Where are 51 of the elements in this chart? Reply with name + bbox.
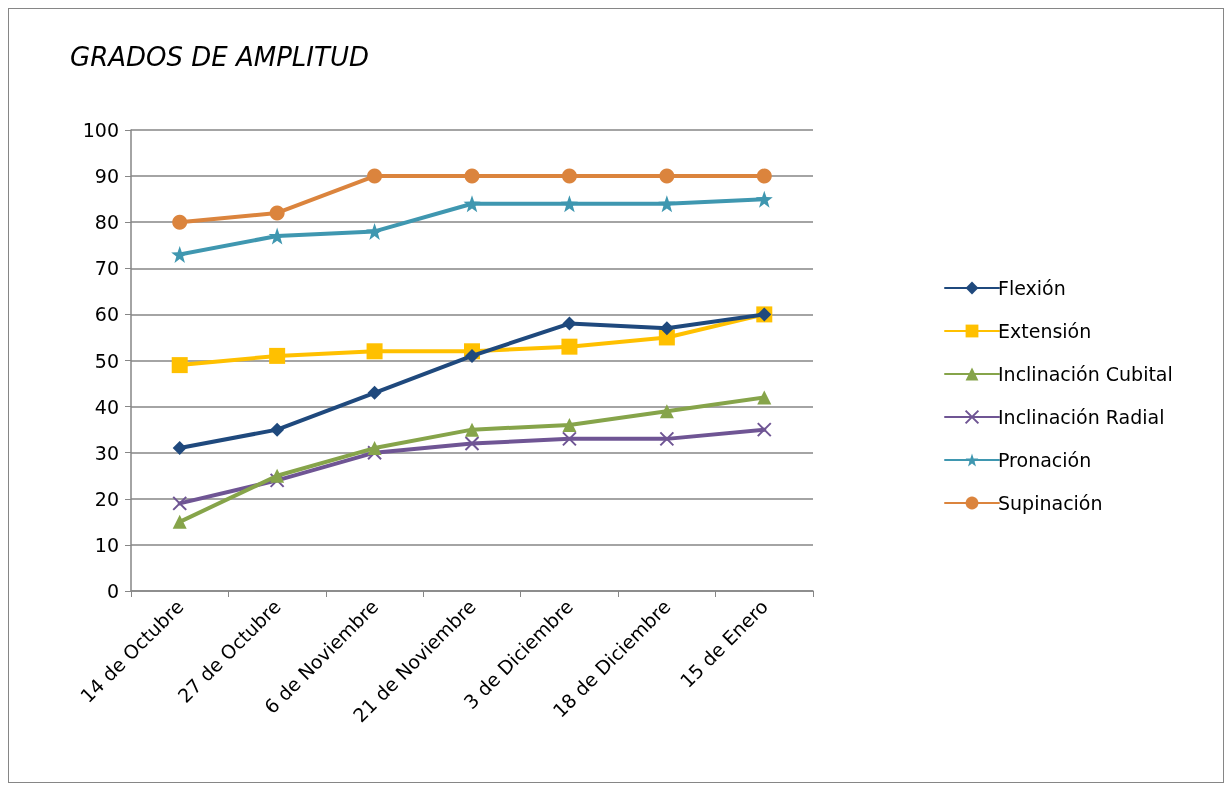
point xyxy=(172,441,187,456)
point xyxy=(659,168,675,184)
point xyxy=(465,348,479,363)
y-tick-label: 30 xyxy=(94,441,119,464)
y-tick-label: 50 xyxy=(94,349,119,372)
point xyxy=(367,168,383,184)
point xyxy=(172,495,188,511)
point xyxy=(756,422,772,438)
legend-label: Supinación xyxy=(998,492,1103,514)
chart-title: GRADOS DE AMPLITUD xyxy=(70,42,369,72)
point xyxy=(269,205,285,221)
point xyxy=(269,347,286,364)
point xyxy=(270,422,285,437)
point xyxy=(366,343,383,360)
y-tick-label: 0 xyxy=(106,580,119,602)
point xyxy=(367,385,382,400)
point xyxy=(561,338,578,355)
point xyxy=(367,441,382,456)
point xyxy=(757,390,772,405)
point xyxy=(756,168,772,184)
y-tick-label: 60 xyxy=(94,303,119,326)
point xyxy=(562,418,577,433)
y-tick-label: 10 xyxy=(94,533,119,556)
y-tick-label: 20 xyxy=(94,487,119,510)
legend-label: Flexión xyxy=(998,277,1066,299)
point xyxy=(172,214,188,230)
point xyxy=(464,435,480,451)
legend-label: Extensión xyxy=(998,320,1092,342)
point xyxy=(463,195,481,213)
y-tick-label: 70 xyxy=(94,257,119,280)
point xyxy=(659,431,675,447)
point xyxy=(659,321,674,336)
point xyxy=(562,316,577,331)
point xyxy=(465,422,479,437)
point xyxy=(658,195,676,213)
y-tick-label: 100 xyxy=(82,119,119,141)
point xyxy=(172,514,187,529)
point xyxy=(561,168,577,184)
point xyxy=(464,168,480,184)
legend-label: Pronación xyxy=(998,449,1092,471)
y-tick-label: 40 xyxy=(94,395,119,418)
point xyxy=(561,431,577,447)
point xyxy=(270,468,285,483)
point xyxy=(560,195,578,213)
y-tick-label: 80 xyxy=(94,211,119,234)
y-tick-label: 90 xyxy=(94,165,119,188)
legend-label: Inclinación Cubital xyxy=(998,363,1173,385)
point xyxy=(755,190,773,208)
point xyxy=(659,404,674,419)
point xyxy=(171,357,188,374)
legend-label: Inclinación Radial xyxy=(998,406,1165,428)
